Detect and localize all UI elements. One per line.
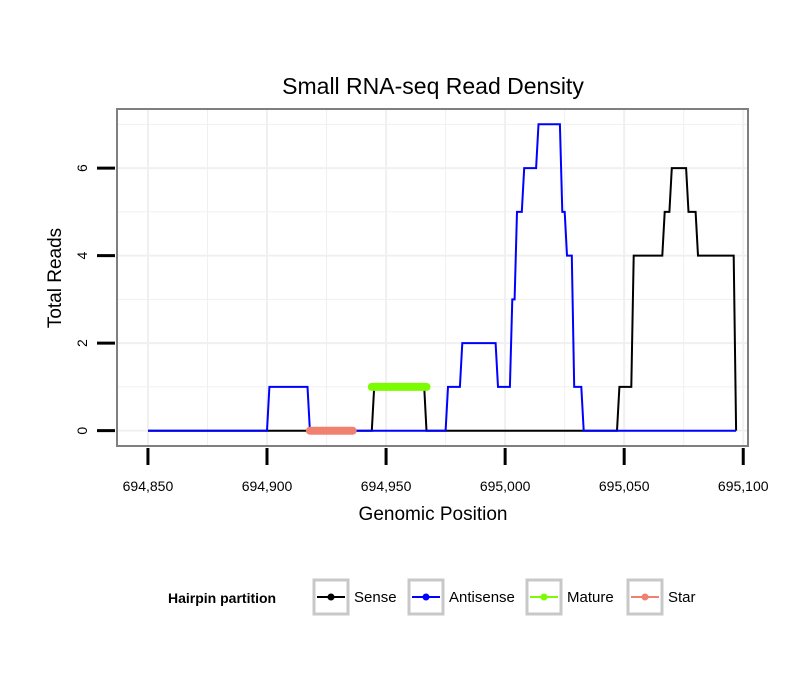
y-tick-label: 2 xyxy=(74,339,90,347)
x-tick-label: 694,900 xyxy=(242,478,293,494)
x-tick-label: 695,050 xyxy=(599,478,650,494)
y-tick-label: 0 xyxy=(74,427,90,435)
legend-key-point xyxy=(422,593,430,601)
y-axis: 0 2 4 6 xyxy=(74,164,115,435)
x-tick-label: 695,000 xyxy=(480,478,531,494)
series-lines xyxy=(148,123,738,435)
series-line-antisense xyxy=(148,123,737,432)
x-axis-title: Genomic Position xyxy=(359,504,508,525)
x-tick-label: 694,850 xyxy=(123,478,174,494)
legend-item-antisense: Antisense xyxy=(407,578,515,616)
x-tick-label: 695,100 xyxy=(718,478,769,494)
legend-item-star: Star xyxy=(626,578,696,616)
legend-label: Sense xyxy=(354,589,397,606)
x-tick-label: 694,950 xyxy=(361,478,412,494)
legend-items: Sense Antisense Mature Star xyxy=(312,578,696,616)
legend-label: Star xyxy=(668,589,696,606)
y-tick-label: 6 xyxy=(74,164,90,172)
chart-title: Small RNA-seq Read Density xyxy=(282,73,584,99)
x-axis: 694,850 694,900 694,950 695,000 695,050 695,1… xyxy=(123,448,769,494)
legend-item-mature: Mature xyxy=(525,578,614,616)
legend-key-point xyxy=(327,593,335,601)
legend: Hairpin partition Sense Antisense Mature St… xyxy=(168,578,696,616)
series-line-sense xyxy=(148,167,738,432)
panel-border xyxy=(116,108,749,447)
legend-label: Antisense xyxy=(449,589,515,606)
legend-item-sense: Sense xyxy=(312,578,397,616)
legend-title: Hairpin partition xyxy=(168,590,276,606)
legend-key-point xyxy=(641,593,649,601)
legend-key-point xyxy=(540,593,548,601)
legend-label: Mature xyxy=(567,589,614,606)
y-tick-label: 4 xyxy=(74,251,90,259)
y-axis-title: Total Reads xyxy=(45,228,66,328)
grid-lines xyxy=(117,109,748,446)
